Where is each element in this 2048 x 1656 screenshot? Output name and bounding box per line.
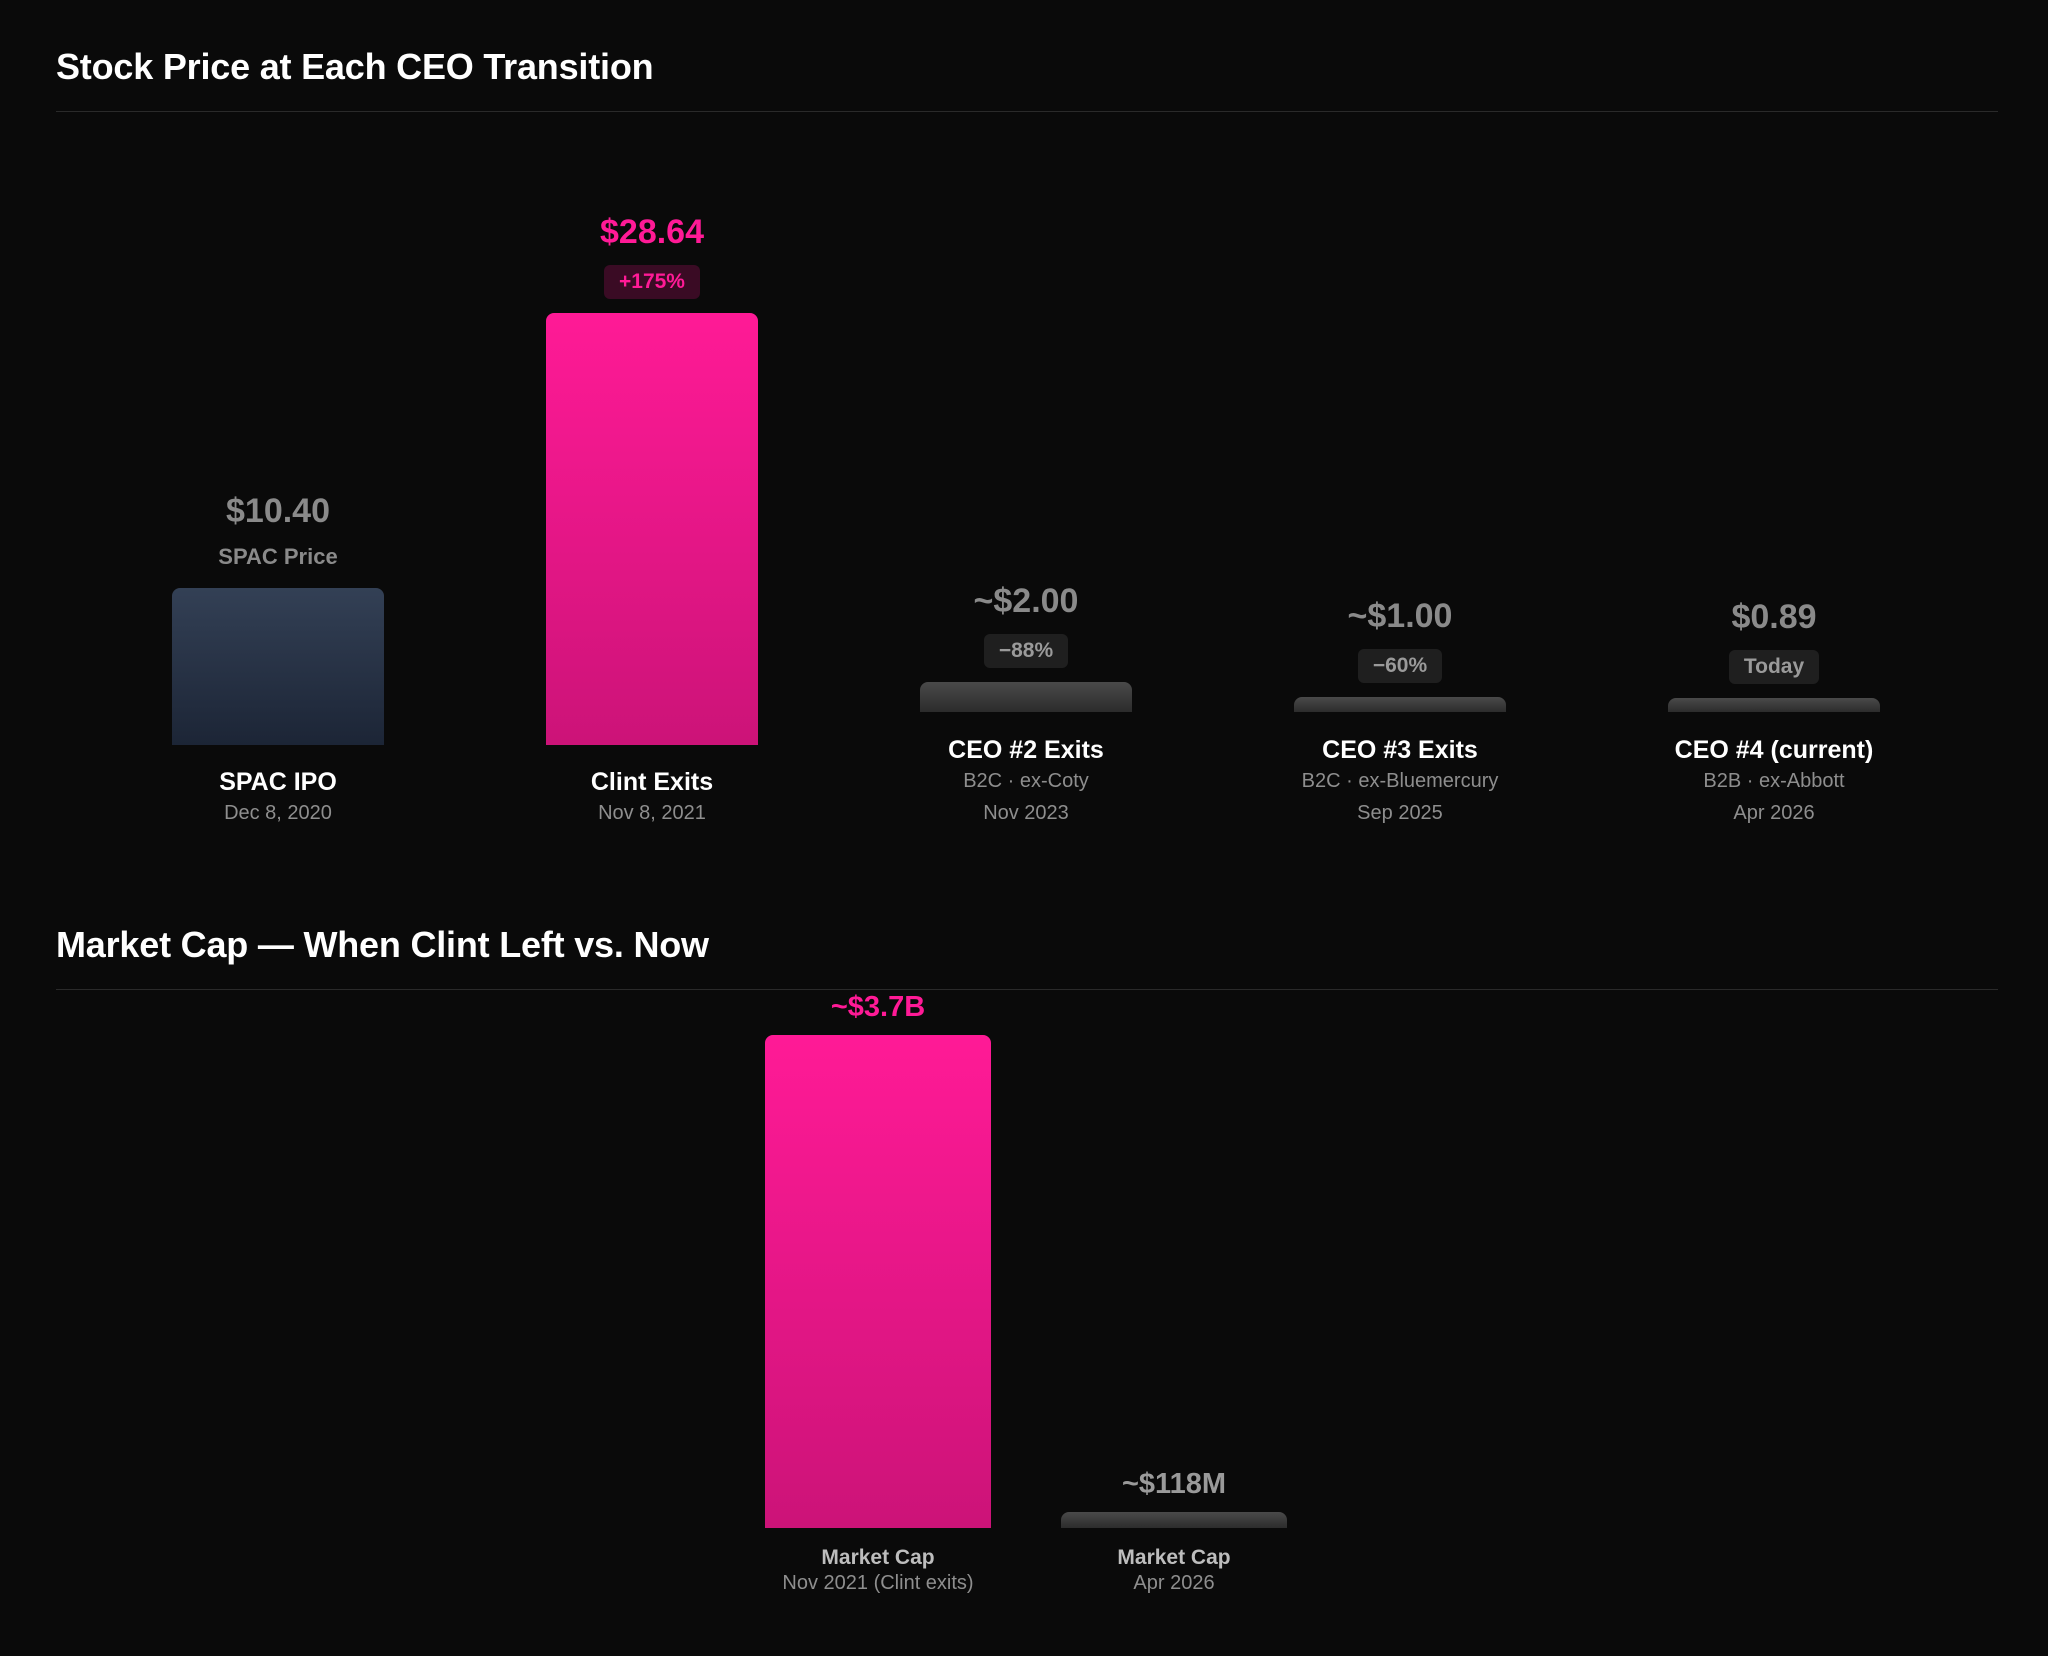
market-cap-chart-title: Market Cap — When Clint Left vs. Now: [56, 924, 709, 965]
bar-group: SPAC Price $10.40 SPAC IPO Dec 8, 2020: [128, 0, 428, 840]
bar: [765, 1035, 991, 1528]
category-label: SPAC IPO: [219, 768, 337, 796]
category-label: Clint Exits: [590, 768, 714, 796]
status-badge: Today: [1728, 650, 1820, 684]
value-label: $10.40: [226, 492, 330, 531]
bar-sublabel: SPAC Price: [218, 544, 338, 570]
bar-group: −88% ~$2.00 CEO #2 Exits B2C · ex-Coty Nov 2…: [876, 0, 1176, 840]
category-label: Market Cap: [1117, 1546, 1231, 1569]
value-label: ~$1.00: [1347, 596, 1453, 635]
status-badge: −88%: [983, 633, 1069, 668]
bar-group: Today $0.89 CEO #4 (current) B2B · ex-Abbot…: [1624, 0, 1924, 840]
bar: [1061, 1512, 1287, 1528]
category-label: CEO #4 (current): [1674, 736, 1874, 764]
badge-wrap: +175%: [502, 265, 802, 299]
bar-group: −60% ~$1.00 CEO #3 Exits B2C · ex-Bluemercu…: [1250, 0, 1550, 840]
value-label: $28.64: [600, 213, 704, 251]
date-label: Apr 2026: [1133, 1572, 1215, 1594]
value-label: $0.89: [1731, 598, 1817, 636]
bar: [546, 313, 758, 745]
status-badge: −60%: [1357, 648, 1443, 683]
bar-group: ~$3.7B Market Cap Nov 2021 (Clint exits): [728, 0, 1028, 1656]
date-label: Apr 2026: [1733, 802, 1815, 824]
category-label: CEO #3 Exits: [1322, 736, 1478, 764]
stock-chart-divider: [56, 111, 1998, 112]
stock-chart-title: Stock Price at Each CEO Transition: [56, 46, 654, 87]
category-label: Market Cap: [821, 1546, 935, 1569]
bar: [172, 588, 384, 745]
category-detail: B2C · ex-Coty: [963, 770, 1089, 792]
badge-wrap: −60%: [1250, 648, 1550, 683]
bar-group: +175% $28.64 Clint Exits Nov 8, 2021: [502, 0, 802, 840]
change-badge: +175%: [604, 265, 700, 299]
bar: [920, 681, 1132, 712]
category-detail: B2C · ex-Bluemercury: [1301, 770, 1499, 792]
date-label: Sep 2025: [1357, 802, 1443, 824]
value-label: ~$2.00: [973, 581, 1079, 620]
category-detail: B2B · ex-Abbott: [1703, 770, 1845, 792]
date-label: Nov 2021 (Clint exits): [782, 1572, 974, 1594]
date-label: Dec 8, 2020: [224, 802, 332, 824]
date-label: Nov 8, 2021: [598, 802, 706, 824]
bar: [1294, 696, 1506, 712]
badge-wrap: −88%: [876, 633, 1176, 668]
market-cap-chart-divider: [56, 989, 1998, 990]
bar-group: ~$118M Market Cap Apr 2026: [1024, 0, 1324, 1656]
category-label: CEO #2 Exits: [948, 736, 1104, 764]
value-label: ~$118M: [1121, 1468, 1226, 1501]
bar: [1668, 698, 1880, 712]
value-label: ~$3.7B: [830, 991, 926, 1023]
date-label: Nov 2023: [983, 802, 1069, 824]
badge-wrap: Today: [1624, 650, 1924, 684]
